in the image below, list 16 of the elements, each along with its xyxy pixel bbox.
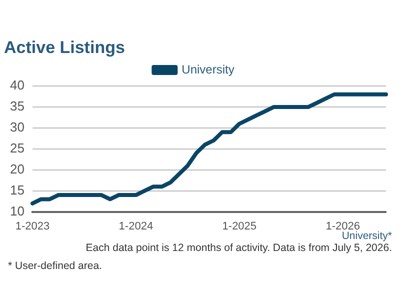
y-tick-label: 30 xyxy=(10,120,24,135)
chart-title: Active Listings xyxy=(3,37,126,58)
x-tick-label: 1-2024 xyxy=(118,220,154,232)
y-tick-label: 35 xyxy=(10,98,24,114)
x-tick-label: 1-2023 xyxy=(15,220,50,232)
x-tick-label: 1-2026 xyxy=(326,220,360,232)
text: Each data point is 12 months of activity. Data is from July 5, 2026. xyxy=(84,242,393,254)
legend-label: University xyxy=(182,62,234,76)
y-tick-label: 10 xyxy=(10,203,24,218)
y-tick-label: 25 xyxy=(10,140,24,156)
y-tick-label: 40 xyxy=(10,78,24,93)
text: * User-defined area. xyxy=(7,259,103,272)
y-tick-label: 15 xyxy=(10,182,24,198)
text: University* xyxy=(342,230,392,242)
x-tick-label: 1-2025 xyxy=(222,220,257,232)
y-tick-label: 20 xyxy=(10,161,24,176)
